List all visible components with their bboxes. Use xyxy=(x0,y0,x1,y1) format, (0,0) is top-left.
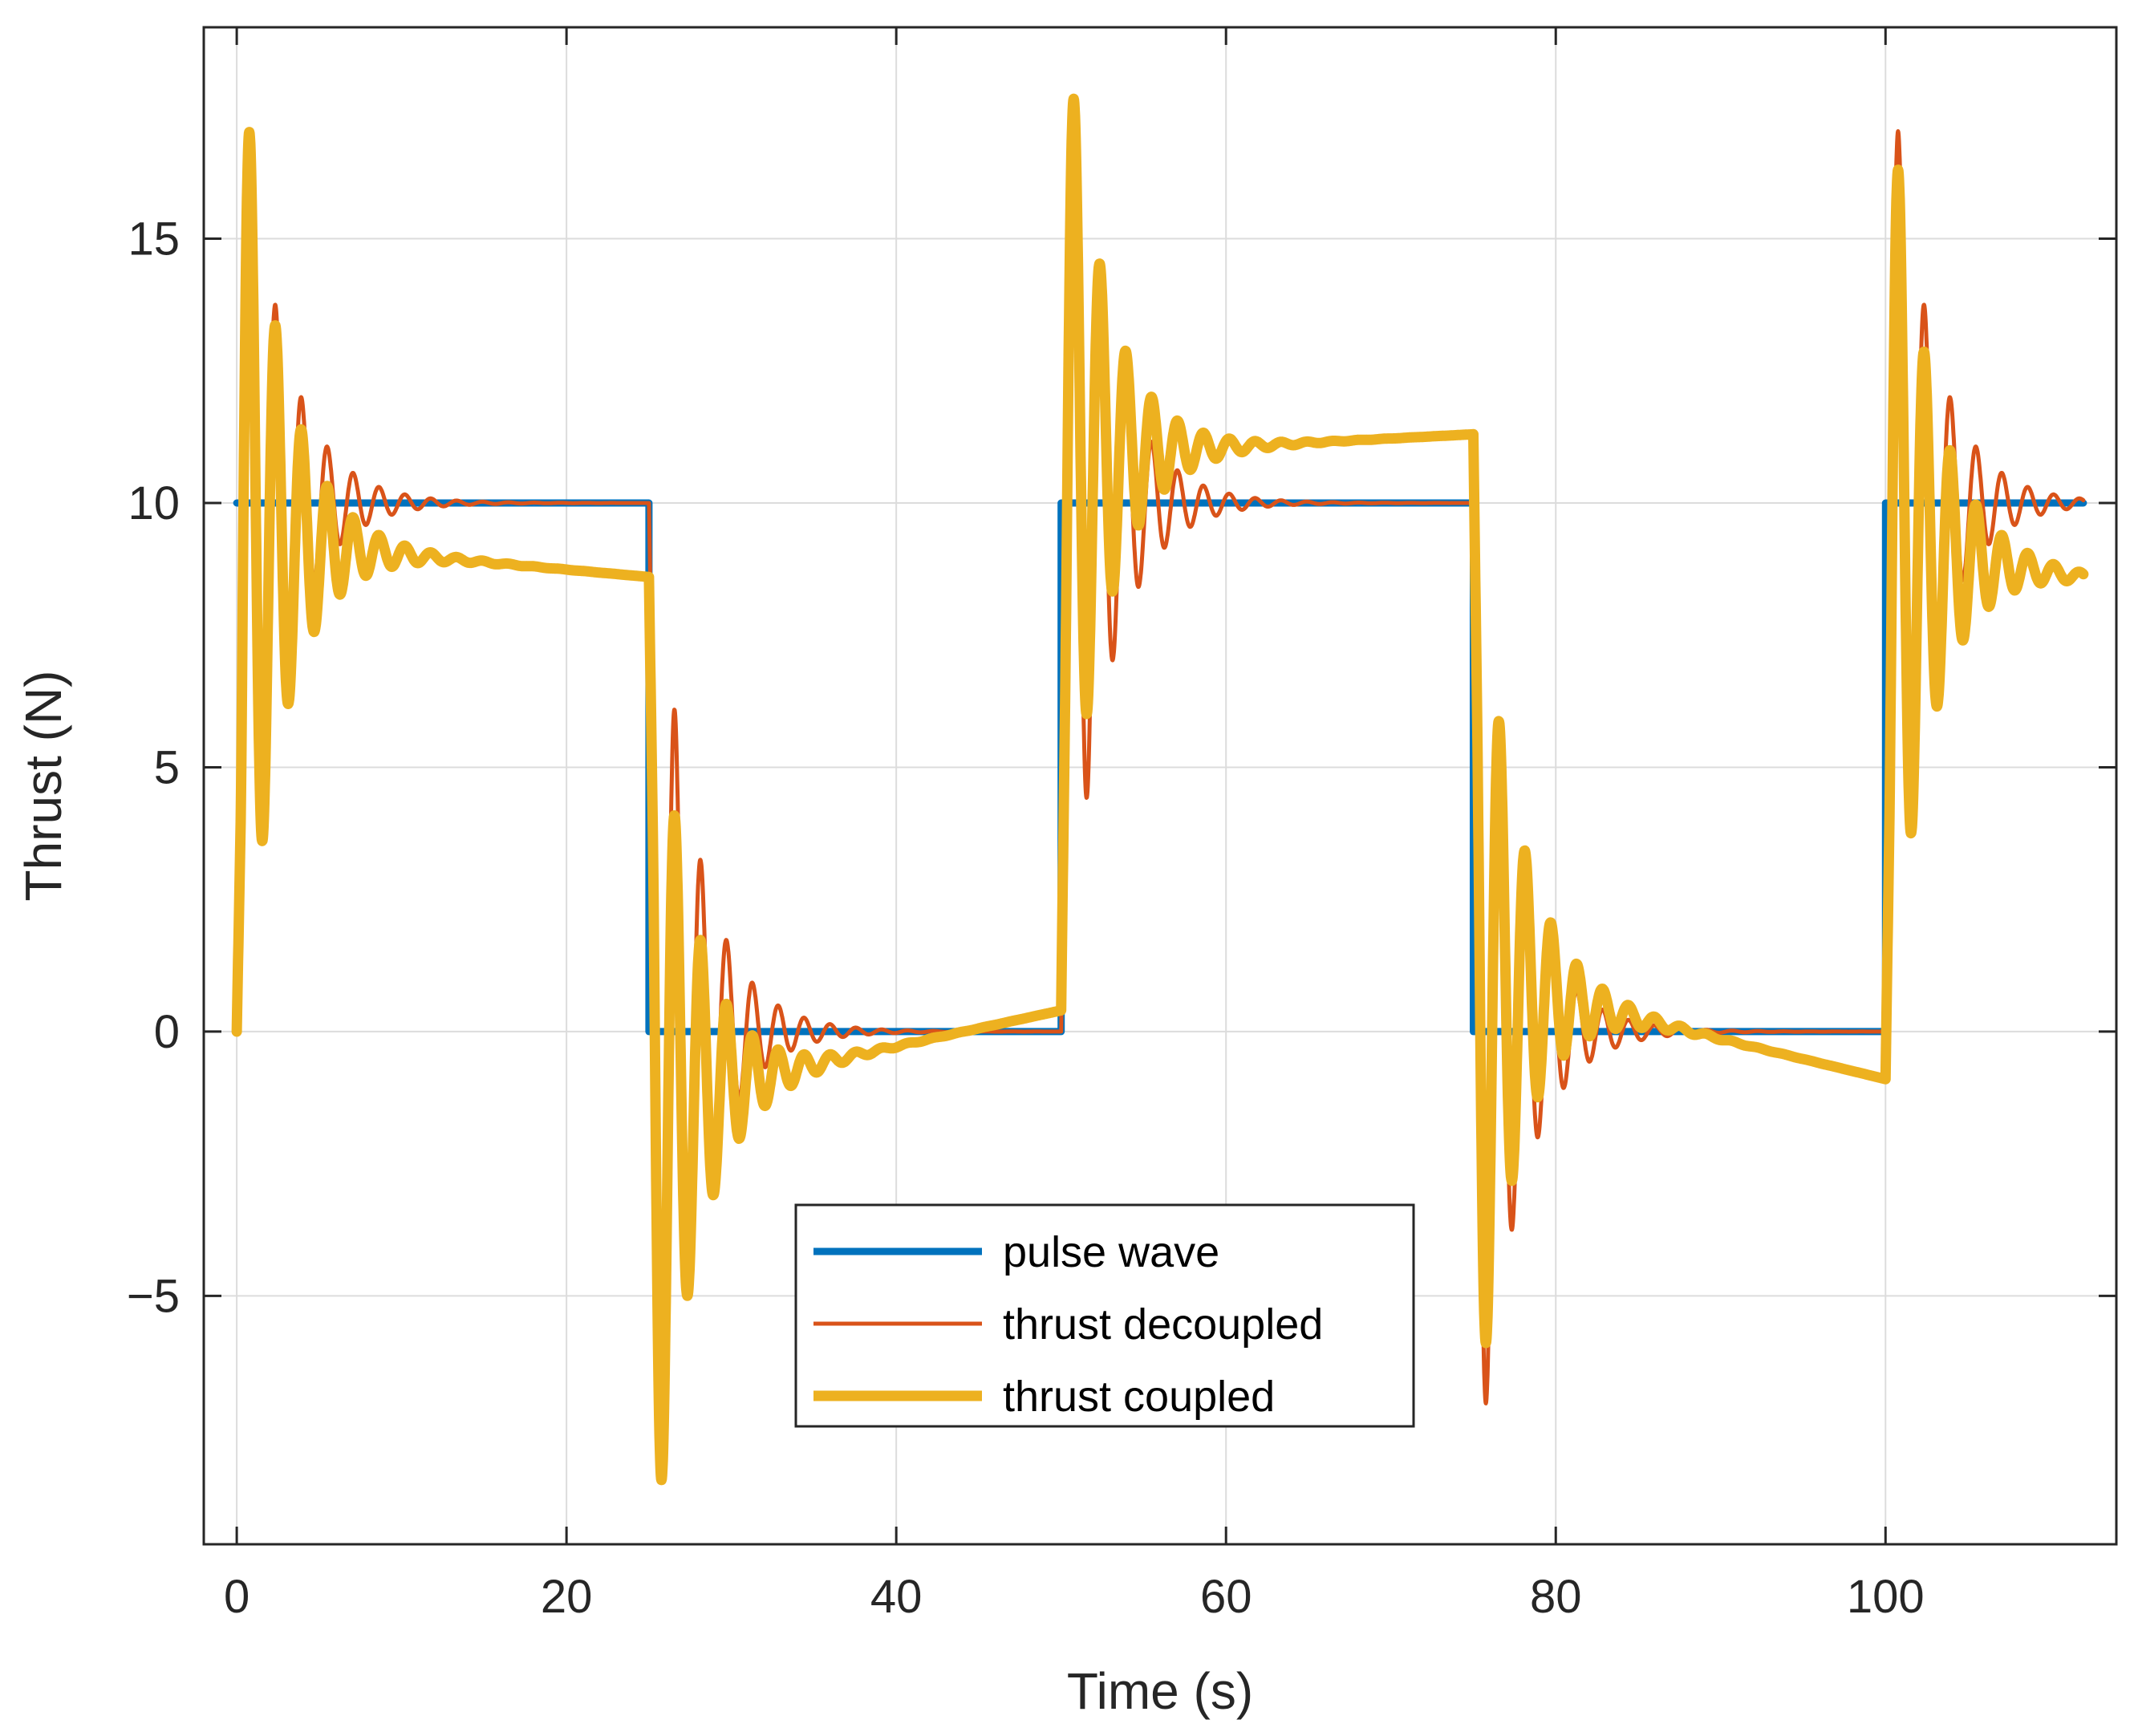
ticks xyxy=(204,27,2116,1544)
x-tick-label-80: 80 xyxy=(1530,1571,1582,1623)
y-tick-label-5: 5 xyxy=(154,741,180,793)
y-axis-label: Thrust (N) xyxy=(14,671,72,902)
tick-labels: 0 20 40 60 80 100 −5 0 5 10 15 xyxy=(127,213,1925,1623)
legend: pulse wave thrust decoupled thrust coupl… xyxy=(794,1203,1415,1428)
series-lines xyxy=(231,93,2089,1486)
y-tick-label-10: 10 xyxy=(128,477,180,529)
x-tick-label-0: 0 xyxy=(224,1571,250,1623)
series-line-thrust-coupled xyxy=(231,93,2089,1486)
x-axis-label: Time (s) xyxy=(1067,1662,1253,1720)
x-tick-label-100: 100 xyxy=(1847,1571,1925,1623)
x-tick-label-20: 20 xyxy=(541,1571,593,1623)
x-tick-label-40: 40 xyxy=(870,1571,923,1623)
legend-label-thrust-decoupled: thrust decoupled xyxy=(1003,1300,1323,1349)
x-tick-label-60: 60 xyxy=(1200,1571,1252,1623)
y-tick-label-0: 0 xyxy=(154,1006,180,1058)
series-line-thrust-decoupled xyxy=(234,97,2086,1474)
y-tick-label-minus-5: −5 xyxy=(127,1270,180,1322)
legend-label-pulse-wave: pulse wave xyxy=(1003,1228,1219,1276)
plot-frame xyxy=(202,26,2118,1546)
legend-box xyxy=(794,1203,1415,1428)
legend-label-thrust-coupled: thrust coupled xyxy=(1003,1373,1275,1421)
y-tick-label-15: 15 xyxy=(128,213,180,266)
